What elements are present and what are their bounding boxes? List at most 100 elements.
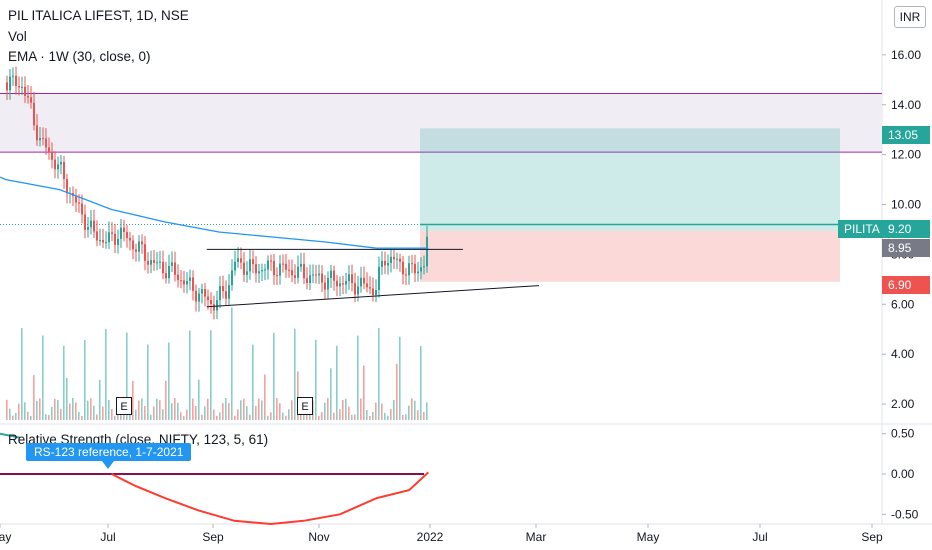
price-tick-label: 14.00 (891, 98, 921, 112)
candle-body (84, 214, 86, 230)
candle-body (336, 280, 338, 287)
volume-bar (276, 398, 278, 420)
volume-bar (282, 412, 284, 420)
candle-body (195, 290, 197, 302)
candle-body (300, 263, 302, 267)
volume-bar (141, 398, 143, 420)
volume-bar (354, 414, 356, 420)
volume-bar (45, 414, 47, 420)
candle-body (399, 258, 401, 262)
candle-body (96, 231, 98, 241)
candle-body (138, 241, 140, 252)
volume-bar (102, 406, 104, 420)
rs-tick-label: 0.50 (891, 427, 915, 441)
candle-body (114, 233, 116, 245)
volume-bar (366, 409, 368, 420)
candle-body (36, 125, 38, 141)
candle-body (201, 289, 203, 294)
candle-body (270, 260, 272, 262)
candle-body (255, 264, 257, 274)
volume-bar (96, 414, 98, 420)
volume-bar (216, 415, 218, 420)
volume-bar (324, 402, 326, 420)
volume-bar (177, 402, 179, 420)
time-tick-label: Sep (202, 530, 224, 544)
rs-line-start (0, 432, 21, 439)
volume-bar (291, 400, 293, 420)
volume-bar (252, 344, 254, 420)
volume-bar (114, 415, 116, 420)
currency-button[interactable]: INR (894, 6, 926, 28)
volume-bar (318, 415, 320, 420)
candle-body (102, 240, 104, 243)
volume-bar (6, 399, 8, 420)
candle-body (108, 232, 110, 243)
candle-body (45, 138, 47, 148)
volume-bar (138, 400, 140, 420)
volume-bar (279, 403, 281, 420)
candle-body (414, 263, 416, 274)
candle-body (168, 265, 170, 279)
volume-bar (117, 412, 119, 420)
volume-bar (264, 374, 266, 420)
time-tick-label: Mar (526, 530, 547, 544)
candle-body (417, 271, 419, 274)
candle-body (348, 274, 350, 282)
volume-bar (408, 405, 410, 420)
candle-body (129, 238, 131, 241)
candle-body (156, 262, 158, 264)
candle-body (282, 263, 284, 265)
candle-body (267, 260, 269, 270)
candle-body (309, 275, 311, 283)
candle-body (27, 95, 29, 98)
support-trendline (206, 285, 540, 308)
volume-bar (255, 406, 257, 420)
volume-bar (243, 398, 245, 420)
volume-bar (300, 414, 302, 420)
volume-bar (234, 415, 236, 420)
price-tick-label: 10.00 (891, 198, 921, 212)
candle-body (66, 178, 68, 194)
volume-bar (33, 375, 35, 420)
volume-bar (21, 328, 23, 420)
volume-bar (228, 402, 230, 420)
volume-bar (231, 307, 233, 420)
volume-bar (222, 403, 224, 420)
candle-body (411, 263, 413, 265)
rs-tick-label: 0.00 (891, 467, 915, 481)
volume-bar (36, 400, 38, 420)
last-price-badge: 9.20 (882, 220, 930, 238)
candle-body (264, 269, 266, 271)
candle-body (291, 270, 293, 276)
candle-body (39, 138, 41, 141)
volume-bar (294, 328, 296, 420)
volume-bar (18, 403, 20, 420)
candle-body (216, 300, 218, 311)
volume-bar (297, 371, 299, 420)
candle-body (210, 300, 212, 305)
volume-bar (129, 412, 131, 420)
candle-body (252, 259, 254, 265)
volume-bar (417, 410, 419, 420)
volume-bar (360, 398, 362, 420)
time-tick-label: Jul (100, 530, 115, 544)
earnings-marker[interactable]: E (116, 397, 132, 415)
candle-body (60, 161, 62, 165)
candle-body (6, 82, 8, 91)
volume-bar (189, 330, 191, 420)
candle-body (24, 86, 26, 96)
candle-body (240, 258, 242, 263)
time-tick-label: Jul (752, 530, 767, 544)
price-tick-label: 6.00 (891, 297, 915, 311)
volume-bar (327, 398, 329, 420)
candle-body (132, 240, 134, 250)
volume-bar (315, 339, 317, 420)
ema-label: EMA · 1W (30, close, 0) (8, 49, 151, 64)
volume-bar (345, 398, 347, 420)
earnings-marker[interactable]: E (297, 397, 313, 415)
volume-bar (240, 400, 242, 420)
candle-body (90, 220, 92, 228)
time-tick-label: Nov (308, 530, 329, 544)
candle-body (213, 304, 215, 311)
